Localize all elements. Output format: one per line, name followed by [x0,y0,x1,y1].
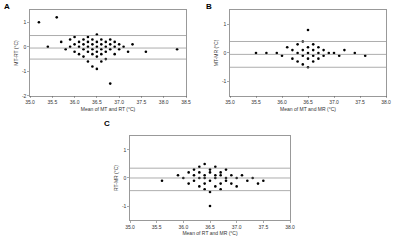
svg-text:37.5: 37.5 [137,99,147,105]
svg-text:0: 0 [124,175,127,181]
svg-text:Mean of MT and RT (°C): Mean of MT and RT (°C) [81,106,136,112]
svg-text:36.0: 36.0 [277,99,287,105]
svg-text:-1: -1 [222,78,227,84]
svg-text:-1: -1 [22,68,27,74]
svg-text:A: A [4,2,10,11]
svg-text:37.0: 37.0 [232,224,242,230]
svg-text:38.0: 38.0 [381,99,391,105]
svg-text:1: 1 [124,147,127,153]
svg-text:37.0: 37.0 [329,99,339,105]
svg-text:Mean of MT and MR (°C): Mean of MT and MR (°C) [280,106,336,112]
svg-text:0: 0 [24,44,27,50]
svg-text:35.5: 35.5 [47,99,57,105]
svg-text:37.5: 37.5 [258,224,268,230]
svg-text:37.0: 37.0 [114,99,124,105]
svg-text:36.0: 36.0 [70,99,80,105]
svg-text:36.5: 36.5 [92,99,102,105]
svg-text:MT-MR (°C): MT-MR (°C) [213,39,219,66]
svg-text:35.0: 35.0 [25,99,35,105]
svg-text:B: B [206,2,212,11]
svg-text:36.0: 36.0 [178,224,188,230]
svg-text:35.0: 35.0 [225,99,235,105]
svg-text:38.0: 38.0 [159,99,169,105]
svg-text:36.5: 36.5 [303,99,313,105]
svg-text:Mean of RT and MR (°C): Mean of RT and MR (°C) [182,230,238,236]
svg-text:38.0: 38.0 [285,224,295,230]
svg-text:0: 0 [224,50,227,56]
svg-text:38.5: 38.5 [181,99,191,105]
svg-text:1: 1 [224,21,227,27]
svg-text:C: C [104,119,110,128]
svg-text:35.5: 35.5 [251,99,261,105]
svg-text:MT-RT (°C): MT-RT (°C) [13,40,19,66]
svg-text:-1: -1 [122,203,127,209]
svg-text:36.5: 36.5 [205,224,215,230]
svg-text:1: 1 [24,19,27,25]
svg-text:35.0: 35.0 [125,224,135,230]
svg-text:37.5: 37.5 [355,99,365,105]
svg-text:-2: -2 [22,93,27,99]
svg-text:35.5: 35.5 [152,224,162,230]
svg-text:RT-MR (°C): RT-MR (°C) [113,165,119,191]
